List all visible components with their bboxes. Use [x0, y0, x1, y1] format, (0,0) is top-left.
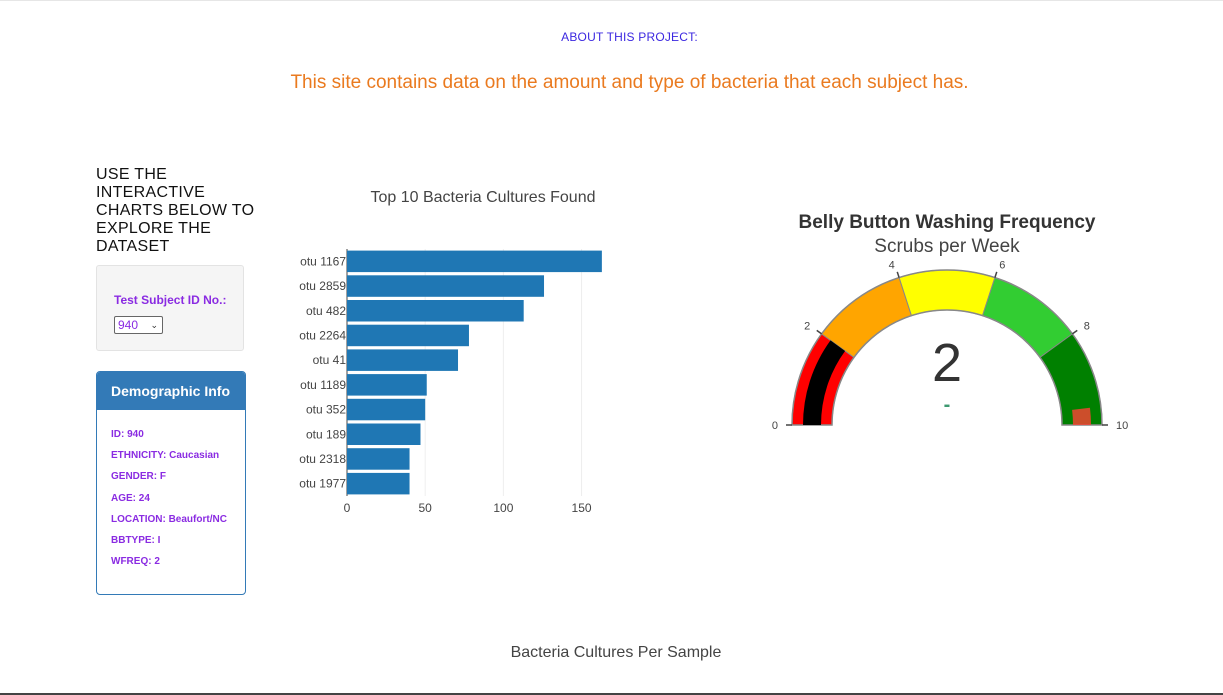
gauge-tick-label: 6 [999, 259, 1005, 271]
project-tagline: This site contains data on the amount an… [290, 72, 969, 93]
bar-chart-title: Top 10 Bacteria Cultures Found [370, 189, 595, 206]
bar-xtick-label: 100 [493, 501, 513, 515]
bar-category-label: otu 1167 [300, 254, 346, 268]
gauge-end-marker [1072, 407, 1091, 425]
gauge-title: Belly Button Washing Frequency [799, 212, 1096, 233]
gauge-outline [791, 269, 1103, 426]
gauge-value-bar [803, 340, 846, 425]
bar-category-label: otu 2859 [299, 279, 346, 293]
bar-category-label: otu 482 [306, 304, 346, 318]
demo-row: AGE: 24 [111, 492, 150, 504]
demo-row: GENDER: F [111, 471, 166, 483]
bar[interactable] [347, 349, 459, 371]
bar-category-label: otu 41 [313, 353, 347, 367]
gauge-subtitle: Scrubs per Week [874, 236, 1020, 257]
instructions-text: USE THE INTERACTIVE CHARTS BELOW TO EXPL… [96, 166, 255, 255]
gauge-tick-label: 2 [804, 321, 810, 333]
bar[interactable] [347, 472, 410, 495]
subject-id-dropdown[interactable]: 940 ⌄ [114, 316, 163, 334]
bar-category-label: otu 1189 [300, 378, 346, 392]
bar-xtick-label: 0 [344, 501, 351, 515]
subject-id-value: 940 [118, 318, 139, 332]
demographic-info-list: ID: 940 ETHNICITY: Caucasian GENDER: F A… [97, 410, 245, 576]
demographic-info-title: Demographic Info [97, 372, 245, 410]
bar-category-label: otu 2318 [299, 452, 346, 466]
gauge-delta: - [944, 394, 951, 416]
demo-row: WFREQ: 2 [111, 556, 160, 568]
bar-category-label: otu 189 [306, 427, 346, 441]
demo-row: ID: 940 [111, 429, 144, 440]
gauge-tick-label: 0 [772, 420, 778, 432]
demo-row: LOCATION: Beaufort/NC [111, 513, 227, 525]
bubble-chart-title: Bacteria Cultures Per Sample [510, 644, 722, 661]
subject-select-label: Test Subject ID No.: [114, 293, 227, 307]
bar[interactable] [347, 398, 426, 421]
bar[interactable] [347, 324, 469, 347]
bar-chart: Top 10 Bacteria Cultures Found otu 1167 o… [299, 189, 602, 515]
gauge-tick-label: 10 [1116, 420, 1128, 432]
bar[interactable] [347, 448, 410, 470]
gauge-tick [994, 271, 998, 278]
gauge-tick [816, 329, 823, 335]
bar[interactable] [347, 300, 524, 322]
bar-category-label: otu 2264 [299, 328, 346, 342]
about-heading: ABOUT THIS PROJECT: [561, 30, 698, 44]
bar[interactable] [347, 374, 427, 396]
gauge-chart: Belly Button Washing Frequency Scrubs pe… [772, 212, 1128, 432]
bar-category-label: otu 1977 [299, 477, 346, 491]
gauge-step [898, 269, 996, 317]
demo-row: BBTYPE: I [111, 534, 161, 546]
bar-xtick-label: 150 [572, 501, 592, 515]
gauge-tick-label: 8 [1084, 321, 1090, 333]
bar-category-label: otu 352 [306, 403, 346, 417]
demographic-info-panel: Demographic Info ID: 940 ETHNICITY: Cauc… [96, 371, 246, 595]
chevron-down-icon: ⌄ [150, 320, 158, 330]
demo-row: ETHNICITY: Caucasian [111, 450, 220, 462]
bar-xtick-label: 50 [419, 501, 433, 515]
gauge-tick [1071, 329, 1078, 335]
bar[interactable] [347, 275, 545, 297]
gauge-tick [896, 271, 900, 278]
gauge-tick-label: 4 [889, 259, 895, 271]
bar[interactable] [347, 250, 602, 273]
subject-select-panel: Test Subject ID No.: 940 ⌄ [96, 265, 244, 351]
bar[interactable] [347, 423, 421, 446]
gauge-value: 2 [932, 333, 962, 393]
